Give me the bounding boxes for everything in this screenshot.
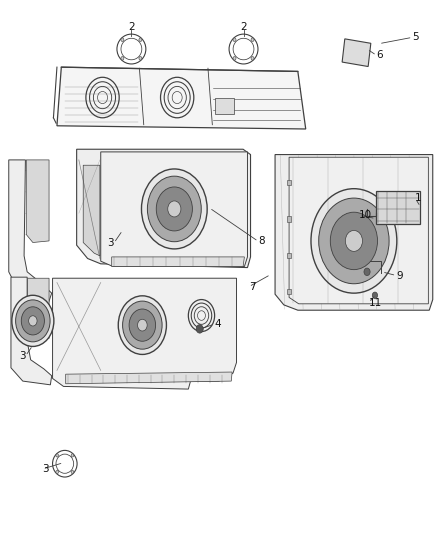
Polygon shape bbox=[11, 277, 52, 385]
Circle shape bbox=[56, 454, 59, 457]
Circle shape bbox=[71, 454, 74, 457]
Text: 1: 1 bbox=[415, 193, 422, 203]
Polygon shape bbox=[28, 278, 49, 340]
Text: 7: 7 bbox=[249, 282, 255, 292]
Circle shape bbox=[118, 296, 166, 354]
Polygon shape bbox=[77, 149, 251, 268]
Bar bbox=[215, 98, 234, 114]
Circle shape bbox=[123, 301, 162, 349]
Polygon shape bbox=[57, 67, 306, 129]
Bar bbox=[287, 253, 291, 258]
Circle shape bbox=[251, 38, 254, 42]
Text: 3: 3 bbox=[107, 238, 114, 248]
Polygon shape bbox=[112, 257, 244, 266]
Circle shape bbox=[56, 471, 59, 474]
Polygon shape bbox=[101, 152, 247, 266]
Circle shape bbox=[156, 187, 192, 231]
Polygon shape bbox=[26, 160, 49, 243]
Text: 11: 11 bbox=[369, 298, 382, 308]
Text: 3: 3 bbox=[42, 464, 49, 474]
Bar bbox=[376, 191, 420, 224]
Circle shape bbox=[21, 307, 44, 335]
Circle shape bbox=[139, 38, 142, 42]
Circle shape bbox=[12, 295, 54, 346]
Polygon shape bbox=[289, 157, 428, 304]
Text: 2: 2 bbox=[240, 22, 247, 31]
Circle shape bbox=[147, 176, 201, 242]
Text: 8: 8 bbox=[258, 237, 265, 246]
FancyBboxPatch shape bbox=[342, 39, 371, 67]
Text: 2: 2 bbox=[128, 22, 135, 31]
Circle shape bbox=[139, 56, 142, 60]
Circle shape bbox=[364, 268, 370, 276]
Circle shape bbox=[233, 38, 236, 42]
Bar bbox=[287, 180, 291, 185]
Circle shape bbox=[372, 292, 378, 298]
Circle shape bbox=[330, 212, 378, 270]
Circle shape bbox=[141, 169, 207, 249]
Circle shape bbox=[311, 189, 397, 293]
Bar bbox=[287, 289, 291, 294]
Circle shape bbox=[71, 471, 74, 474]
Text: 4: 4 bbox=[215, 319, 221, 329]
Polygon shape bbox=[275, 155, 433, 310]
Polygon shape bbox=[83, 165, 100, 256]
Circle shape bbox=[129, 309, 155, 341]
Polygon shape bbox=[66, 372, 232, 384]
Circle shape bbox=[168, 201, 181, 217]
Text: 6: 6 bbox=[377, 51, 383, 60]
Circle shape bbox=[16, 300, 50, 342]
Circle shape bbox=[121, 56, 124, 60]
Text: 5: 5 bbox=[413, 33, 419, 42]
Circle shape bbox=[138, 319, 147, 331]
Circle shape bbox=[28, 316, 37, 326]
Text: 10: 10 bbox=[359, 211, 372, 220]
Polygon shape bbox=[53, 278, 237, 389]
Text: 9: 9 bbox=[396, 271, 403, 280]
Bar bbox=[287, 216, 291, 222]
Circle shape bbox=[196, 325, 203, 333]
Circle shape bbox=[251, 56, 254, 60]
Polygon shape bbox=[9, 160, 52, 304]
Circle shape bbox=[345, 230, 363, 252]
Circle shape bbox=[233, 56, 236, 60]
Text: 3: 3 bbox=[19, 351, 25, 361]
Circle shape bbox=[121, 38, 124, 42]
Circle shape bbox=[319, 198, 389, 284]
